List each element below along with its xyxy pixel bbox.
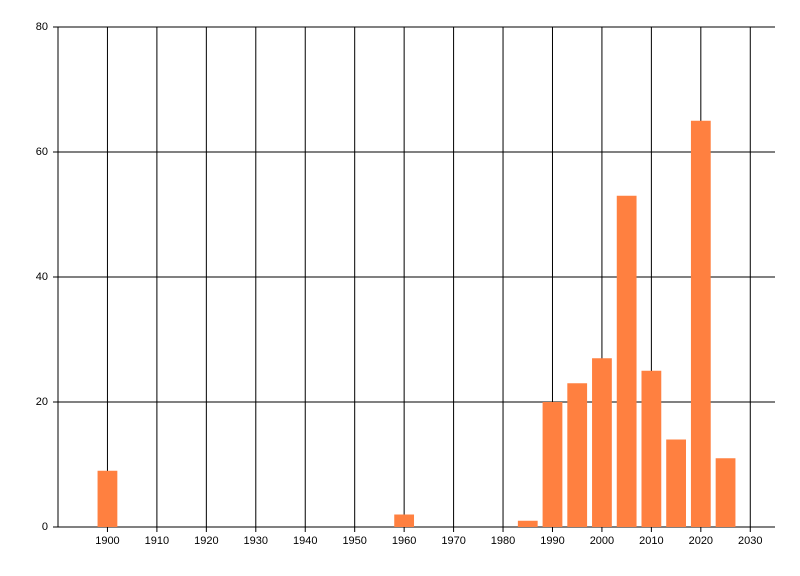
- x-tick-label: 2000: [590, 535, 614, 547]
- x-tick-label: 1900: [95, 535, 119, 547]
- bar: [542, 402, 563, 527]
- x-tick-label: 1930: [244, 535, 268, 547]
- x-tick-label: 1910: [145, 535, 169, 547]
- x-tick-label: 1980: [491, 535, 515, 547]
- x-tick-label: 1950: [342, 535, 366, 547]
- bar: [97, 470, 118, 527]
- x-tick-label: 1920: [194, 535, 218, 547]
- bar: [616, 195, 637, 527]
- bar: [517, 520, 538, 527]
- bar: [567, 383, 588, 527]
- x-tick-label: 1990: [540, 535, 564, 547]
- x-tick-label: 1970: [441, 535, 465, 547]
- bar: [394, 514, 415, 527]
- x-tick-label: 2030: [738, 535, 762, 547]
- x-tick-label: 2010: [639, 535, 663, 547]
- bar: [592, 358, 612, 527]
- x-tick-label: 2020: [689, 535, 713, 547]
- x-tick-label: 1960: [392, 535, 416, 547]
- y-tick-label: 60: [36, 146, 48, 158]
- bar: [690, 120, 711, 527]
- y-tick-label: 80: [36, 21, 48, 33]
- y-tick-label: 20: [36, 396, 48, 408]
- y-tick-label: 0: [42, 521, 48, 533]
- bar: [641, 370, 662, 527]
- x-tick-label: 1940: [293, 535, 317, 547]
- bar: [715, 458, 736, 527]
- bar: [666, 439, 686, 527]
- y-tick-label: 40: [36, 271, 48, 283]
